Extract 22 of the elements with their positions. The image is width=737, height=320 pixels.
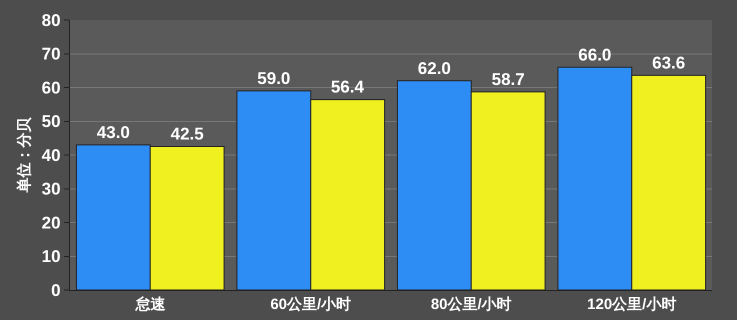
data-label: 66.0 — [578, 45, 612, 64]
data-label: 59.0 — [257, 68, 290, 88]
y-axis-title: 单位：分贝 — [16, 116, 33, 194]
data-label: 43.0 — [96, 122, 130, 142]
x-tick-label: 120公里/小时 — [587, 296, 676, 313]
x-tick-label: 怠速 — [134, 295, 166, 313]
y-tick-label: 70 — [42, 44, 61, 64]
y-tick-label: 30 — [42, 180, 61, 199]
y-tick-label: 0 — [51, 280, 61, 300]
y-tick-label: 10 — [42, 247, 61, 266]
y-tick-label: 20 — [42, 213, 61, 232]
y-tick-label: 60 — [42, 78, 61, 98]
data-label: 56.4 — [330, 78, 364, 97]
data-label: 58.7 — [492, 70, 525, 89]
x-tick-label: 60公里/小时 — [270, 296, 352, 313]
x-tick-label: 80公里/小时 — [430, 296, 512, 313]
y-tick-label: 50 — [42, 112, 61, 132]
data-label: 63.6 — [652, 53, 686, 72]
y-tick-label: 40 — [42, 146, 61, 165]
data-label: 62.0 — [418, 58, 451, 78]
y-tick-label: 80 — [42, 10, 61, 30]
data-label: 42.5 — [170, 124, 204, 144]
